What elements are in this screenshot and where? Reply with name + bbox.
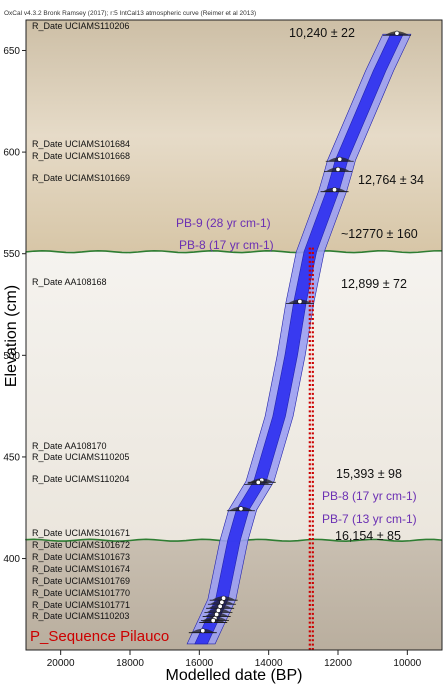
- y-tick-label: 500: [3, 351, 20, 362]
- pb-label: PB-8 (17 yr cm-1): [322, 489, 417, 503]
- x-tick-label: 12000: [324, 658, 352, 669]
- value-annotation: 10,240 ± 22: [289, 26, 355, 40]
- x-axis: 20000 18000 16000 14000 12000 10000: [47, 650, 422, 669]
- y-axis: 400 450 500 550 600 650: [3, 46, 26, 565]
- date-label: R_Date AA108168: [32, 277, 107, 287]
- middle-layer: [26, 251, 442, 541]
- date-point: [214, 611, 220, 617]
- y-tick-label: 400: [3, 554, 20, 565]
- value-annotation: 12,899 ± 72: [341, 277, 407, 291]
- date-point: [215, 607, 221, 613]
- pb-label: PB-7 (13 yr cm-1): [322, 512, 417, 526]
- date-label: R_Date UCIAMS101684: [32, 139, 130, 149]
- x-tick-label: 20000: [47, 658, 75, 669]
- plot-frame: [25, 19, 443, 651]
- date-label: R_Date AA108170: [32, 441, 107, 451]
- date-label: R_Date UCIAMS101668: [32, 151, 130, 161]
- y-tick-label: 650: [3, 46, 20, 57]
- x-tick-label: 10000: [393, 658, 421, 669]
- pb-label: PB-9 (28 yr cm-1): [176, 216, 271, 230]
- pb-label: PB-8 (17 yr cm-1): [179, 238, 274, 252]
- header-text: OxCal v4.3.2 Bronk Ramsey (2017); r:5 In…: [4, 10, 256, 17]
- date-label: R_Date UCIAMS110204: [32, 474, 129, 484]
- value-annotation: 16,154 ± 85: [335, 529, 401, 543]
- y-tick-label: 550: [3, 249, 20, 260]
- date-point: [394, 30, 400, 36]
- date-label: R_Date UCIAMS101771: [32, 600, 130, 610]
- date-label: R_Date UCIAMS110205: [32, 452, 129, 462]
- date-point: [335, 166, 341, 172]
- value-annotation: 12,764 ± 34: [358, 173, 424, 187]
- date-label: R_Date UCIAMS110206: [32, 21, 129, 31]
- value-annotation: ~12770 ± 160: [341, 227, 418, 241]
- date-point: [219, 599, 225, 605]
- x-tick-label: 16000: [185, 658, 213, 669]
- date-label: R_Date UCIAMS101669: [32, 173, 130, 183]
- y-axis-title: Elevation (cm): [3, 285, 20, 387]
- date-point: [332, 187, 338, 193]
- date-point: [297, 298, 303, 304]
- x-axis-title: Modelled date (BP): [166, 667, 303, 684]
- date-point: [221, 595, 227, 601]
- date-label: R_Date UCIAMS101769: [32, 576, 130, 586]
- y-tick-label: 450: [3, 452, 20, 463]
- date-point: [217, 603, 223, 609]
- date-label: R_Date UCIAMS101770: [32, 588, 130, 598]
- x-tick-label: 14000: [255, 658, 283, 669]
- date-label: R_Date UCIAMS101673: [32, 552, 130, 562]
- date-label: R_Date UCIAMS110203: [32, 611, 129, 621]
- sequence-label: P_Sequence Pilauco: [30, 628, 169, 645]
- x-tick-label: 18000: [116, 658, 144, 669]
- date-label: R_Date UCIAMS101671: [32, 528, 130, 538]
- plot-content: R_Date UCIAMS110206 R_Date UCIAMS101684 R_…: [25, 21, 443, 650]
- date-point: [200, 628, 206, 634]
- date-point: [238, 506, 244, 512]
- date-point: [255, 479, 261, 485]
- boundary-line: [25, 249, 443, 254]
- date-point: [210, 618, 216, 624]
- date-label: R_Date UCIAMS101672: [32, 540, 130, 550]
- value-annotation: 15,393 ± 98: [336, 467, 402, 481]
- y-tick-label: 600: [3, 148, 20, 159]
- date-point: [337, 156, 343, 162]
- date-label: R_Date UCIAMS101674: [32, 564, 130, 574]
